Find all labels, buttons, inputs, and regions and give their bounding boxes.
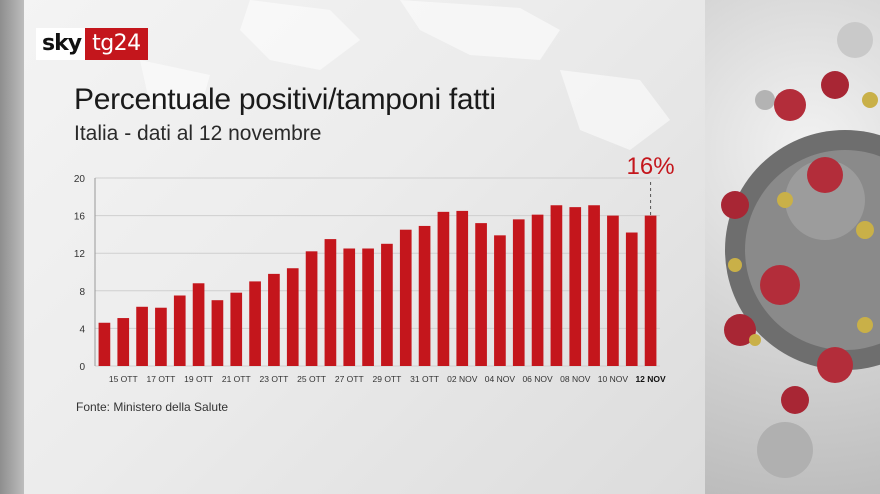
- bar: [286, 268, 299, 366]
- bar: [588, 205, 600, 366]
- bar: [550, 205, 563, 366]
- bar: [117, 318, 130, 366]
- x-tick-label: 23 OTT: [260, 374, 289, 384]
- chart-subtitle: Italia - dati al 12 novembre: [74, 122, 322, 145]
- y-tick-label: 0: [79, 362, 85, 373]
- bar: [418, 225, 431, 366]
- x-tick-label: 21 OTT: [222, 374, 251, 384]
- bar: [230, 292, 243, 366]
- y-axis-ticks: 0 4 8 12 16 20: [74, 174, 86, 373]
- y-tick-label: 12: [74, 249, 86, 260]
- bar: [98, 322, 111, 366]
- bar: [607, 215, 619, 366]
- left-edge-strip: [0, 0, 24, 494]
- x-tick-label: 27 OTT: [335, 374, 364, 384]
- bar: [211, 300, 224, 366]
- annotation: 16%: [627, 153, 675, 216]
- bars: [98, 205, 657, 366]
- logo-sky-text: sky: [36, 28, 86, 60]
- y-tick-label: 4: [79, 324, 85, 335]
- bar: [531, 214, 544, 366]
- logo-tg24-text: tg24: [85, 28, 148, 60]
- bar-chart: 0 4 8 12 16 20 15 OTT 17 OTT 19 OTT 21 OTT 23 OTT…: [74, 153, 675, 384]
- bar: [512, 219, 525, 366]
- bar: [249, 281, 261, 366]
- annotation-label: 16%: [627, 153, 675, 180]
- bar: [437, 211, 450, 366]
- y-tick-label: 16: [74, 212, 86, 223]
- y-tick-label: 20: [74, 174, 86, 185]
- bar: [475, 223, 487, 366]
- bar: [343, 248, 356, 366]
- x-tick-label: 25 OTT: [297, 374, 326, 384]
- x-tick-label: 06 NOV: [522, 374, 553, 384]
- world-map-background: [140, 0, 670, 150]
- bar: [456, 210, 469, 366]
- bar: [305, 251, 318, 366]
- x-tick-label: 29 OTT: [373, 374, 402, 384]
- bar: [268, 273, 280, 366]
- bar: [136, 306, 148, 366]
- x-tick-label: 15 OTT: [109, 374, 138, 384]
- x-tick-label: 04 NOV: [485, 374, 516, 384]
- grid-lines: [94, 177, 660, 367]
- bar: [155, 307, 167, 366]
- skytg24-logo: sky tg24: [36, 28, 148, 60]
- bar: [625, 232, 638, 366]
- bar: [399, 229, 412, 366]
- bar: [644, 215, 657, 366]
- bar: [569, 207, 582, 366]
- bar: [381, 243, 393, 366]
- x-tick-label: 19 OTT: [184, 374, 213, 384]
- x-tick-label: 08 NOV: [560, 374, 591, 384]
- bar: [324, 239, 337, 366]
- bar: [362, 248, 374, 366]
- x-tick-label: 12 NOV: [635, 374, 666, 384]
- x-tick-label: 17 OTT: [147, 374, 176, 384]
- x-axis-ticks: 15 OTT 17 OTT 19 OTT 21 OTT 23 OTT 25 OTT 27 O…: [109, 374, 666, 384]
- bar: [192, 283, 205, 366]
- virus-illustration: [721, 22, 880, 478]
- y-tick-label: 8: [79, 287, 85, 298]
- bar: [494, 235, 506, 366]
- x-tick-label: 10 NOV: [598, 374, 629, 384]
- source-note: Fonte: Ministero della Salute: [76, 400, 229, 414]
- x-tick-label: 02 NOV: [447, 374, 478, 384]
- virus-image-panel: [705, 0, 880, 494]
- bar: [173, 295, 186, 366]
- x-tick-label: 31 OTT: [410, 374, 439, 384]
- chart-title: Percentuale positivi/tamponi fatti: [74, 83, 496, 116]
